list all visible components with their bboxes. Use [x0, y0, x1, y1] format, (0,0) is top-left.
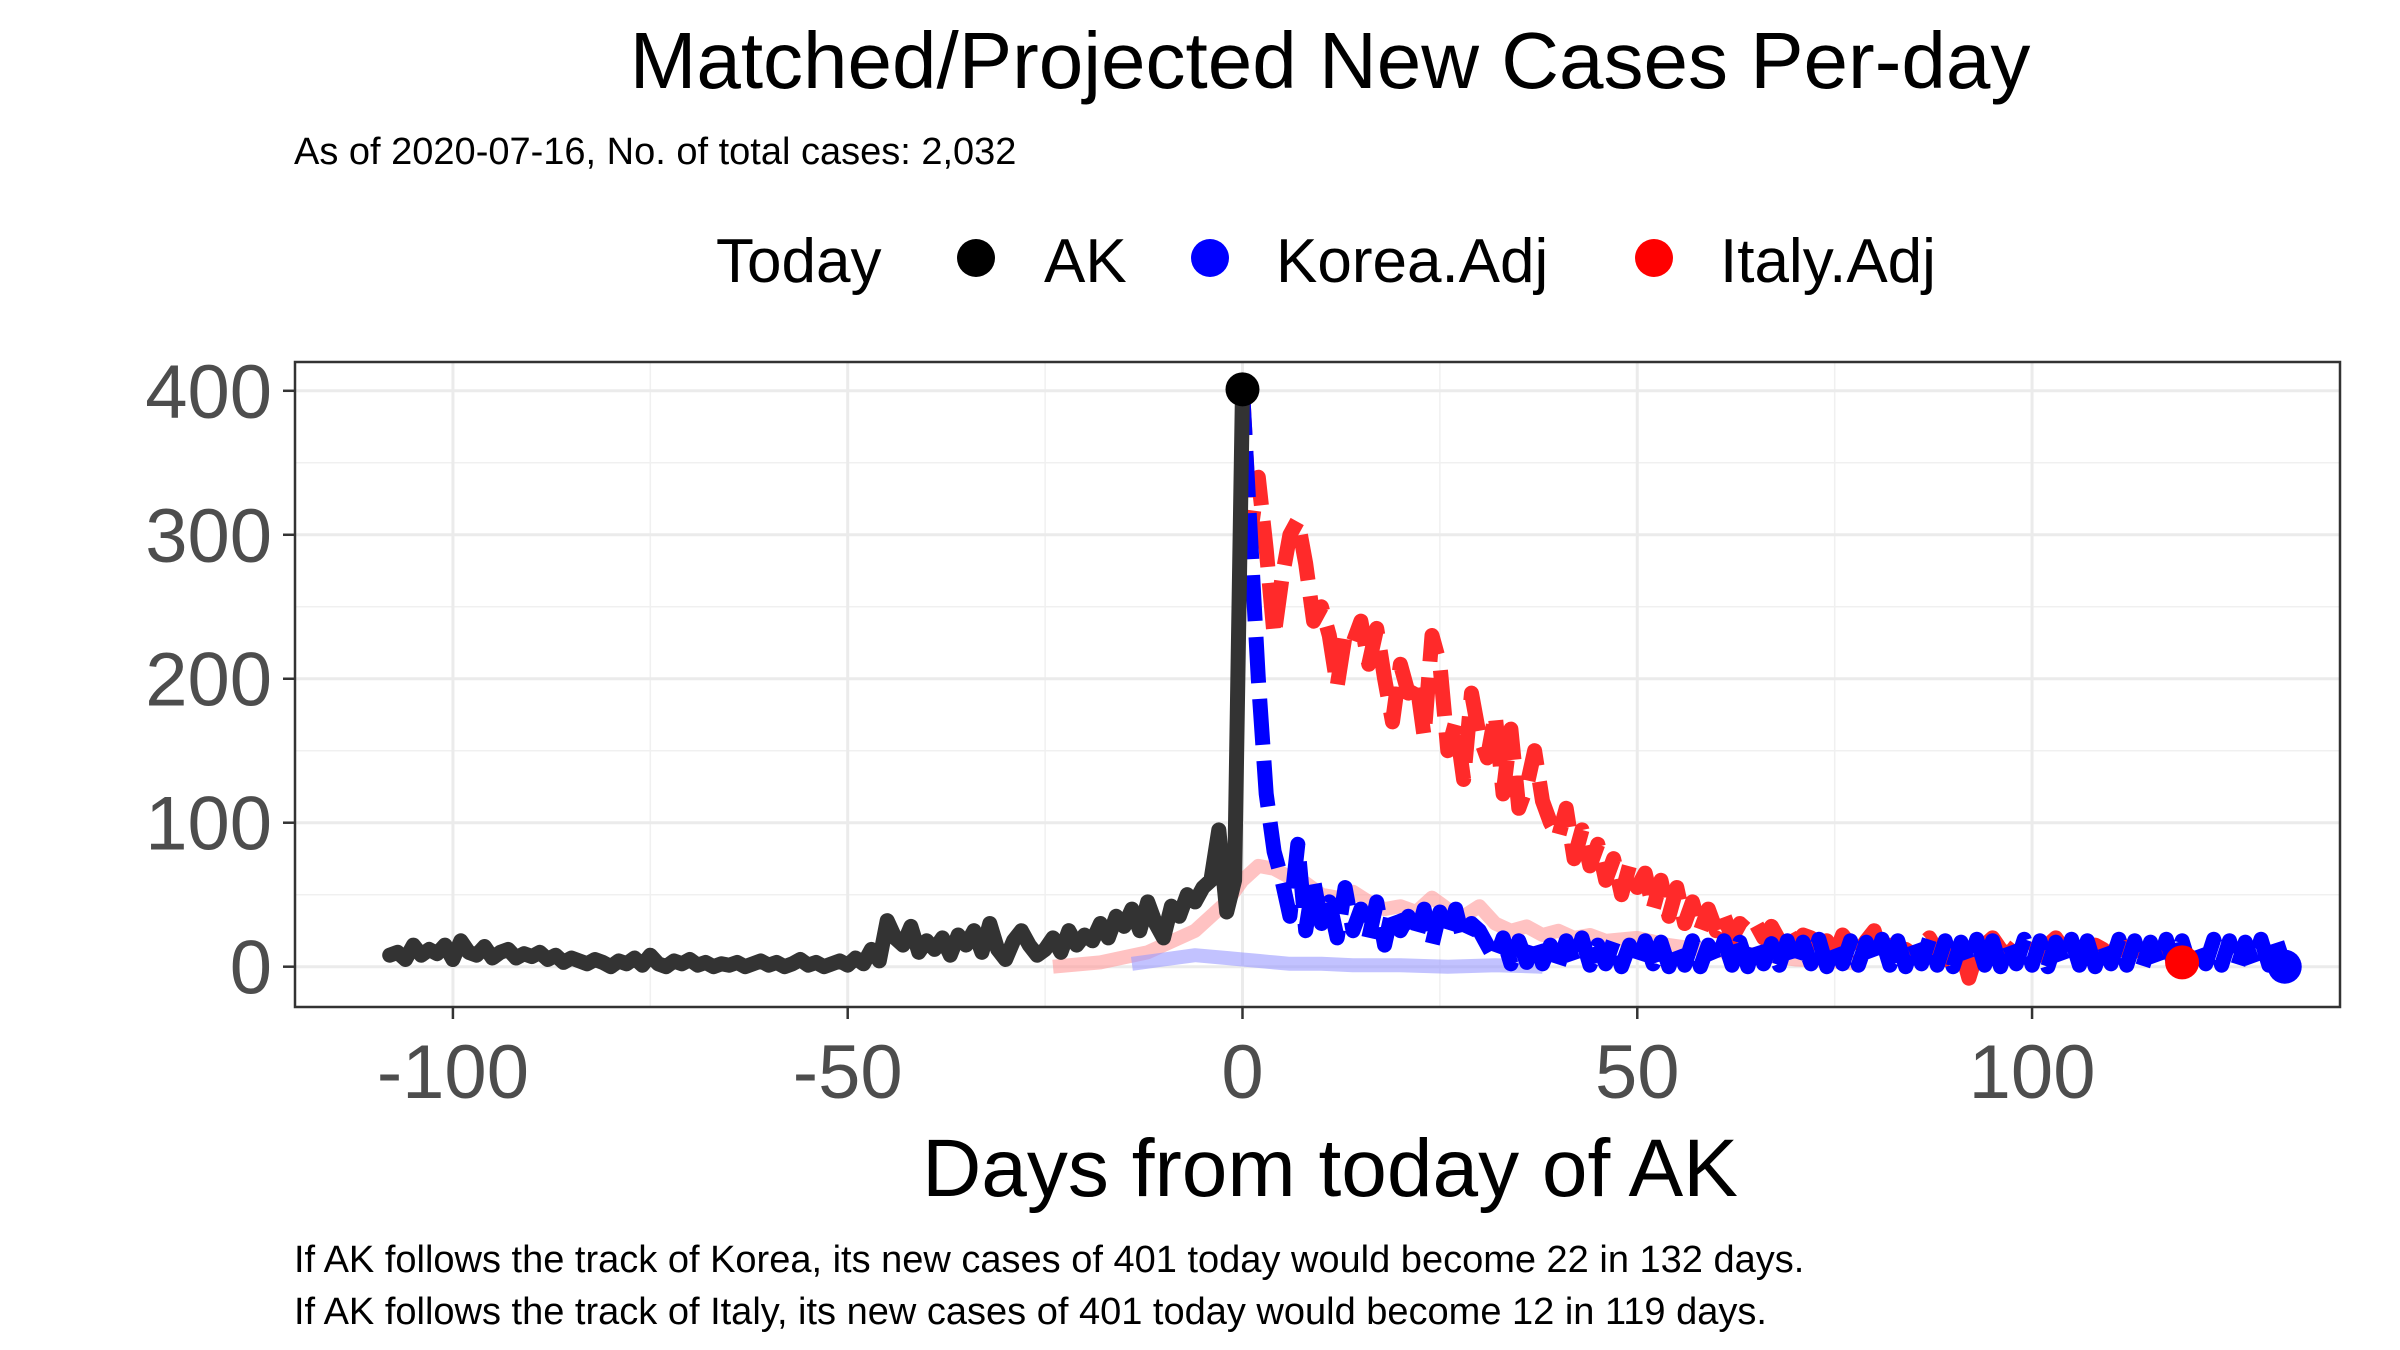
- y-tick-label: 200: [145, 638, 272, 723]
- x-tick-label: -50: [793, 1030, 903, 1115]
- legend-ak-key: [957, 239, 995, 277]
- legend-italy-key: [1635, 239, 1673, 277]
- x-tick-label: -100: [377, 1030, 529, 1115]
- caption-italy: If AK follows the track of Italy, its ne…: [294, 1291, 1767, 1333]
- caption-korea: If AK follows the track of Korea, its ne…: [294, 1239, 1804, 1281]
- chart-subtitle: As of 2020-07-16, No. of total cases: 2,…: [294, 131, 1016, 173]
- y-tick-label: 100: [145, 782, 272, 867]
- legend-ak-label: AK: [1044, 227, 1127, 296]
- endpoint-marker-ak: [1225, 372, 1259, 406]
- legend-korea-label: Korea.Adj: [1276, 227, 1548, 296]
- chart-title: Matched/Projected New Cases Per-day: [630, 16, 2031, 105]
- endpoint-marker-italy-adj: [2165, 945, 2199, 979]
- endpoint-marker-korea-adj: [2268, 950, 2302, 984]
- legend-title: Today: [716, 227, 881, 296]
- y-tick-label: 300: [145, 494, 272, 579]
- y-tick-label: 400: [145, 350, 272, 435]
- x-tick-label: 0: [1221, 1030, 1263, 1115]
- legend: Today AK Korea.Adj Italy.Adj: [716, 227, 1936, 296]
- x-axis-label: Days from today of AK: [922, 1123, 1738, 1214]
- x-tick-label: 50: [1595, 1030, 1680, 1115]
- x-tick-label: 100: [1969, 1030, 2096, 1115]
- legend-italy-label: Italy.Adj: [1720, 227, 1936, 296]
- y-tick-label: 0: [230, 926, 272, 1011]
- legend-korea-key: [1191, 239, 1229, 277]
